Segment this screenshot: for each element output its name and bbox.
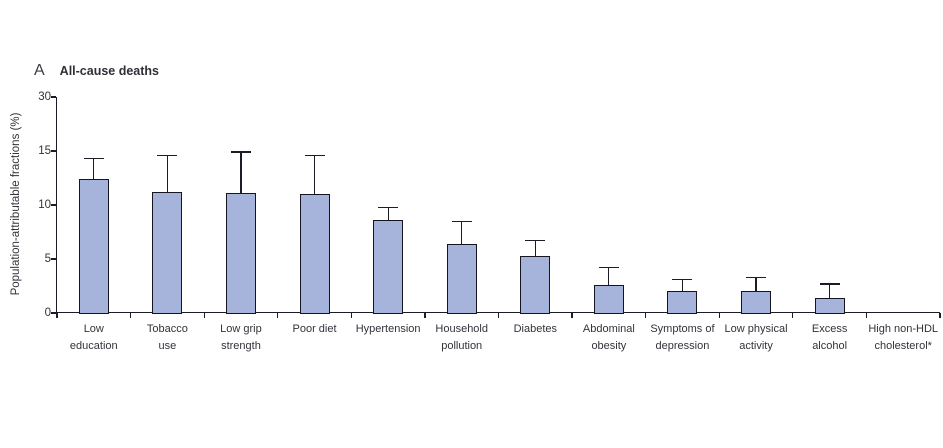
category-label: Abdominal obesity: [582, 323, 635, 352]
category-label: Hypertension: [355, 323, 421, 335]
x-tick-mark: [129, 313, 132, 318]
x-tick-mark: [718, 313, 720, 318]
error-bar-cap: [451, 220, 472, 222]
panel-letter: A: [34, 62, 45, 79]
y-axis-line: [56, 97, 58, 313]
x-tick-mark: [203, 313, 205, 318]
category-label: Low physical activity: [724, 323, 788, 352]
error-bar-cap: [157, 154, 178, 157]
error-bar-line: [608, 267, 610, 285]
x-tick-mark: [865, 313, 867, 318]
bar-chart-plot-area: 0 5 10 15 30 Low education Tobacco use Low grip…: [38, 91, 941, 352]
x-tick-mark: [350, 313, 352, 318]
bar: [78, 179, 109, 314]
error-bar-line: [534, 240, 536, 256]
bar: [299, 194, 330, 314]
bar: [667, 291, 698, 314]
x-tick-mark: [56, 313, 58, 318]
error-bar-cap: [83, 157, 104, 160]
category-label: Poor diet: [292, 323, 337, 335]
y-tick-mark: [51, 96, 56, 98]
error-bar-cap: [525, 240, 546, 242]
x-tick-mark: [424, 313, 426, 318]
category-label: Low grip strength: [220, 323, 262, 352]
bar: [814, 297, 845, 314]
error-bar-line: [166, 155, 168, 193]
y-tick-label: 10: [38, 198, 51, 211]
x-axis-line: [56, 312, 940, 314]
panel-header: A All-cause deaths: [34, 62, 159, 80]
y-tick-label: 0: [44, 306, 51, 319]
bar: [741, 291, 772, 314]
category-label: Tobacco use: [146, 323, 188, 352]
error-bar-line: [313, 155, 316, 195]
error-bar-line: [93, 158, 95, 180]
y-tick-mark: [51, 150, 56, 152]
error-bar-line: [461, 221, 463, 244]
x-tick-mark: [939, 313, 941, 318]
category-label: High non-HDL cholesterol*: [868, 323, 939, 352]
error-bar-line: [240, 152, 242, 194]
error-bar-line: [681, 279, 684, 292]
y-tick-mark: [51, 204, 56, 206]
error-bar-cap: [746, 276, 767, 279]
bar: [446, 243, 477, 314]
y-tick-label: 5: [44, 252, 51, 265]
error-bar-cap: [230, 151, 251, 153]
error-bar-cap: [672, 278, 693, 281]
x-tick-mark: [645, 313, 647, 318]
y-tick-label: 15: [38, 144, 51, 157]
panel-title: All-cause deaths: [59, 64, 160, 78]
y-tick-mark: [51, 312, 56, 314]
y-tick-mark: [51, 258, 56, 260]
bar: [520, 255, 551, 314]
bar: [152, 192, 183, 314]
y-tick-label: 30: [38, 90, 51, 103]
category-label: Diabetes: [513, 323, 557, 335]
category-label: Household pollution: [435, 323, 488, 352]
error-bar-cap: [598, 267, 619, 269]
category-label: Symptoms of depression: [650, 323, 715, 352]
bar: [225, 193, 256, 314]
x-tick-mark: [497, 313, 500, 318]
bar: [593, 284, 624, 314]
x-tick-mark: [277, 313, 279, 318]
error-bar-line: [829, 283, 831, 298]
error-bar-cap: [378, 206, 399, 208]
x-tick-mark: [792, 313, 794, 318]
category-label: Excess alcohol: [811, 323, 848, 352]
x-tick-mark: [571, 313, 573, 318]
bar: [373, 220, 404, 314]
error-bar-line: [387, 207, 389, 221]
category-label: Low education: [69, 323, 118, 352]
error-bar-cap: [304, 154, 325, 157]
error-bar-cap: [819, 283, 840, 285]
error-bar-line: [755, 277, 757, 292]
